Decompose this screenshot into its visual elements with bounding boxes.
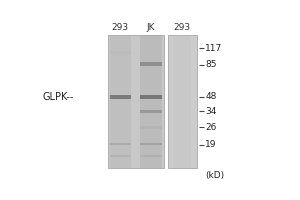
- Text: 26: 26: [206, 123, 217, 132]
- Text: 293: 293: [112, 23, 129, 32]
- Text: (kD): (kD): [206, 171, 224, 180]
- Bar: [108, 35, 164, 168]
- Bar: [140, 95, 162, 99]
- Text: 293: 293: [174, 23, 191, 32]
- Bar: [110, 155, 130, 157]
- Text: 19: 19: [206, 140, 217, 149]
- Text: 48: 48: [206, 92, 217, 101]
- Bar: [110, 143, 130, 145]
- Bar: [140, 62, 162, 66]
- Bar: [110, 95, 130, 99]
- Text: 117: 117: [206, 44, 223, 53]
- Text: 34: 34: [206, 107, 217, 116]
- Bar: [140, 155, 162, 157]
- Text: 85: 85: [206, 60, 217, 69]
- Bar: [140, 35, 162, 168]
- Bar: [140, 110, 162, 113]
- Bar: [140, 143, 162, 145]
- Text: JK: JK: [146, 23, 155, 32]
- Bar: [173, 35, 191, 168]
- Bar: [168, 35, 197, 168]
- Bar: [110, 51, 130, 54]
- Bar: [110, 35, 130, 168]
- Bar: [140, 126, 162, 129]
- Text: GLPK--: GLPK--: [42, 92, 74, 102]
